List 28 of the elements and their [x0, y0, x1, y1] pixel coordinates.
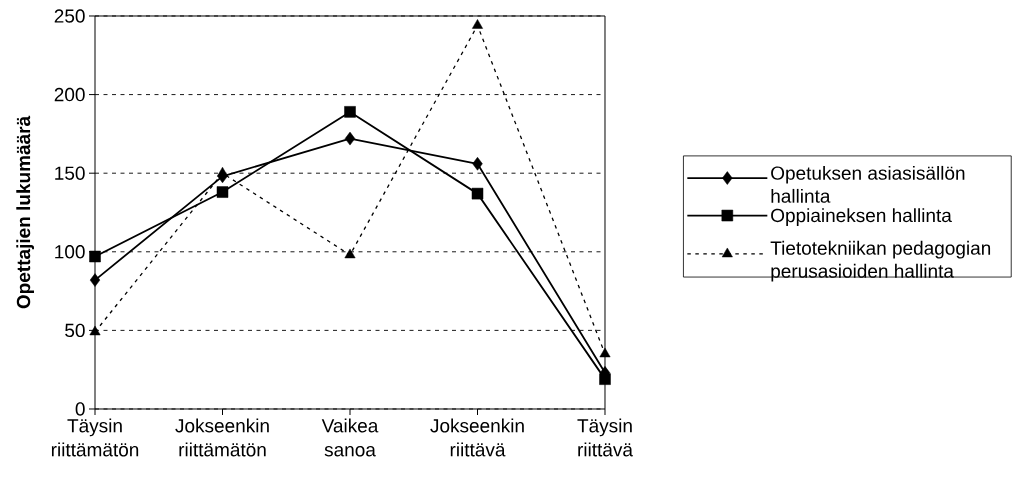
legend-label: Opetuksen asiasisällön hallinta [771, 165, 965, 203]
point [472, 157, 483, 171]
legend-label: Oppiaineksen hallinta [771, 208, 952, 226]
y-tick-label: 250 [54, 9, 85, 23]
y-tick-label: 100 [55, 245, 85, 259]
point [216, 186, 229, 198]
x-tick-label: Jokseenkin riittävä [430, 418, 524, 457]
point [89, 250, 101, 263]
y-axis-title: Opettajien lukumäärä [16, 115, 34, 309]
point [89, 325, 101, 336]
point [217, 166, 228, 177]
point [471, 187, 484, 200]
y-tick-label: 200 [54, 87, 85, 102]
y-tick-label: 150 [55, 166, 85, 180]
x-tick-label: Jokseenkin riittämätön [175, 418, 269, 457]
x-tick-label: Täysin riittämätön [51, 418, 139, 457]
x-tick-label: Vaikea sanoa [321, 418, 379, 457]
point [344, 248, 356, 259]
point [344, 131, 356, 146]
x-tick-label: Täysin riittävä [577, 418, 633, 457]
point [599, 373, 611, 385]
legend-label: Tietotekniikan pedagogian perusasioiden hallinta [770, 240, 991, 282]
point [344, 106, 356, 118]
point [599, 347, 611, 358]
y-tick-label: 0 [75, 402, 85, 416]
y-tick-label: 50 [65, 323, 85, 338]
point [89, 273, 101, 287]
point [472, 19, 483, 29]
